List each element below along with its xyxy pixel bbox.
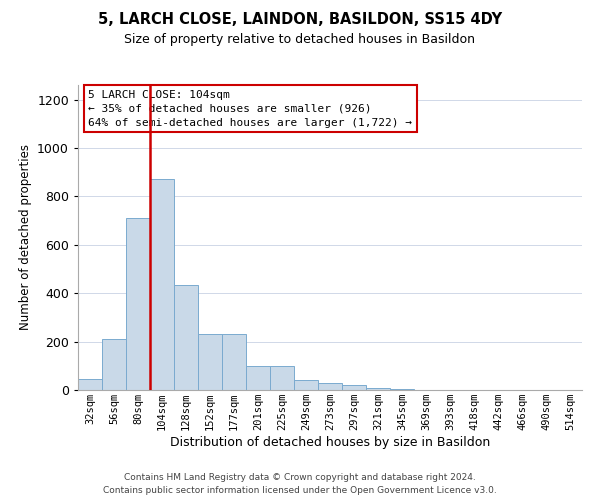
Text: Contains HM Land Registry data © Crown copyright and database right 2024.
Contai: Contains HM Land Registry data © Crown c… — [103, 474, 497, 495]
Bar — [150, 180, 174, 390]
Bar — [222, 334, 246, 390]
X-axis label: Distribution of detached houses by size in Basildon: Distribution of detached houses by size … — [170, 436, 490, 449]
Text: Size of property relative to detached houses in Basildon: Size of property relative to detached ho… — [125, 32, 476, 46]
Text: 5 LARCH CLOSE: 104sqm
← 35% of detached houses are smaller (926)
64% of semi-det: 5 LARCH CLOSE: 104sqm ← 35% of detached … — [88, 90, 412, 128]
Bar — [78, 379, 102, 390]
Bar — [174, 284, 198, 390]
Bar — [318, 382, 342, 390]
Y-axis label: Number of detached properties: Number of detached properties — [19, 144, 32, 330]
Bar — [246, 366, 270, 390]
Bar — [102, 339, 126, 390]
Bar — [270, 366, 294, 390]
Bar — [198, 334, 222, 390]
Bar — [366, 388, 390, 390]
Bar — [390, 389, 414, 390]
Text: 5, LARCH CLOSE, LAINDON, BASILDON, SS15 4DY: 5, LARCH CLOSE, LAINDON, BASILDON, SS15 … — [98, 12, 502, 28]
Bar — [294, 380, 318, 390]
Bar — [126, 218, 150, 390]
Bar — [342, 385, 366, 390]
